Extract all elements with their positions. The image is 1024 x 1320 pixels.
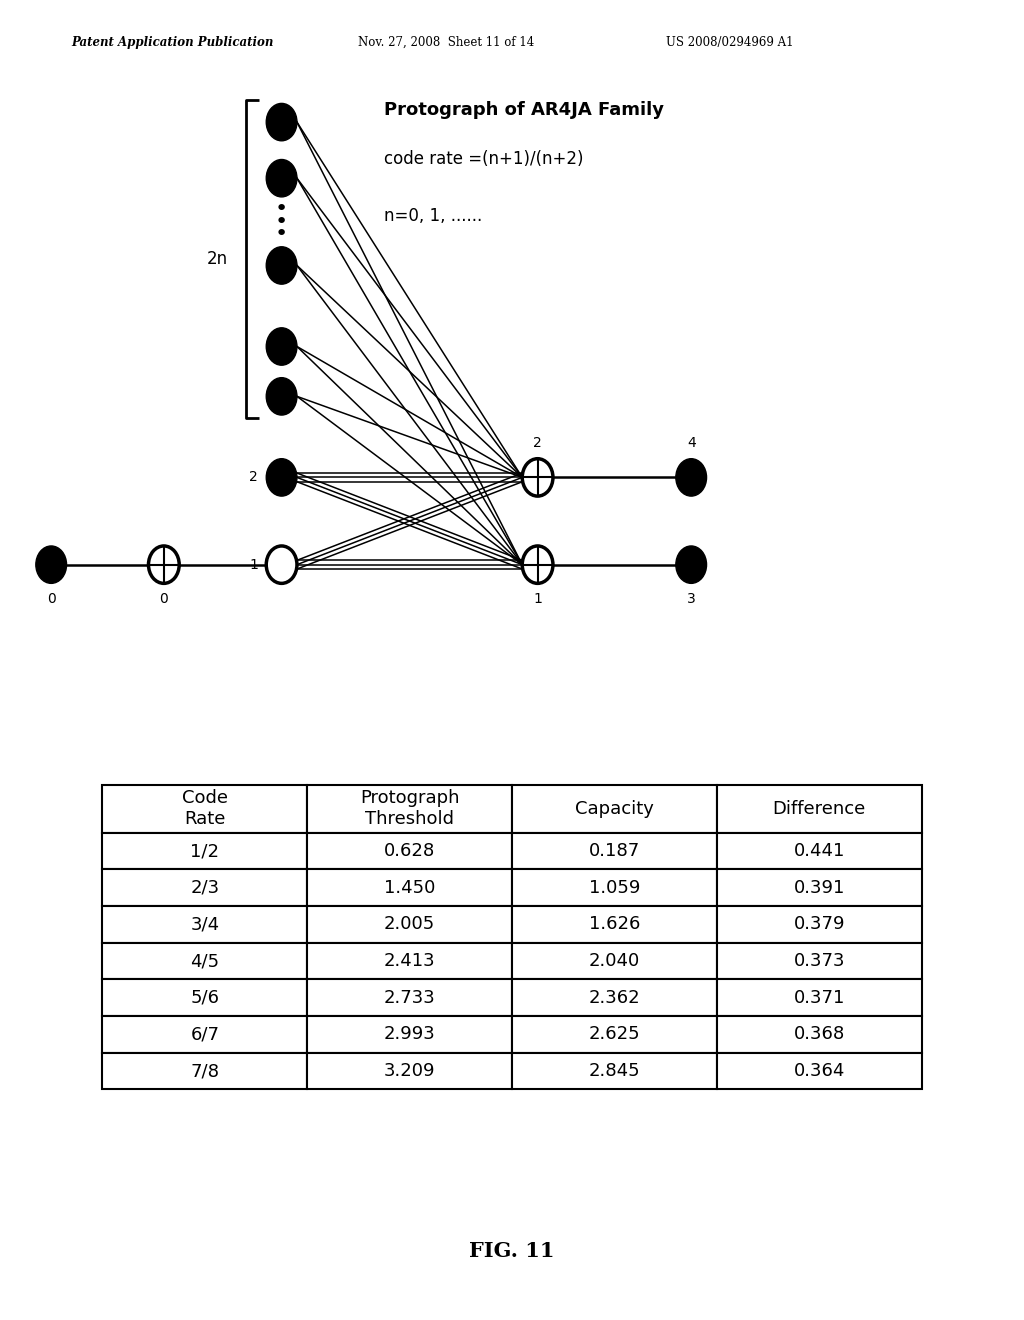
Circle shape [36,546,67,583]
Text: 0: 0 [160,591,168,606]
Text: 4: 4 [687,436,695,450]
Circle shape [266,103,297,141]
Circle shape [522,546,553,583]
Text: 0: 0 [47,591,55,606]
Text: Protograph of AR4JA Family: Protograph of AR4JA Family [384,100,664,119]
Circle shape [148,546,179,583]
Text: 3: 3 [687,591,695,606]
Text: •: • [275,224,288,244]
Text: 2: 2 [249,470,258,484]
Text: Patent Application Publication: Patent Application Publication [72,36,274,49]
Text: 2: 2 [534,436,542,450]
Text: 2n: 2n [207,251,228,268]
Circle shape [266,546,297,583]
Text: 1: 1 [249,557,258,572]
Circle shape [266,378,297,414]
Circle shape [676,458,707,496]
Text: n=0, 1, ......: n=0, 1, ...... [384,207,482,224]
Text: •: • [275,211,288,232]
Circle shape [266,327,297,366]
Circle shape [266,247,297,284]
Circle shape [522,458,553,496]
Text: FIG. 11: FIG. 11 [469,1241,555,1261]
Text: •: • [275,199,288,219]
Text: code rate =(n+1)/(n+2): code rate =(n+1)/(n+2) [384,150,584,169]
Text: US 2008/0294969 A1: US 2008/0294969 A1 [666,36,794,49]
Text: 1: 1 [534,591,542,606]
Circle shape [266,160,297,197]
Text: Nov. 27, 2008  Sheet 11 of 14: Nov. 27, 2008 Sheet 11 of 14 [358,36,535,49]
Circle shape [676,546,707,583]
Circle shape [266,458,297,496]
